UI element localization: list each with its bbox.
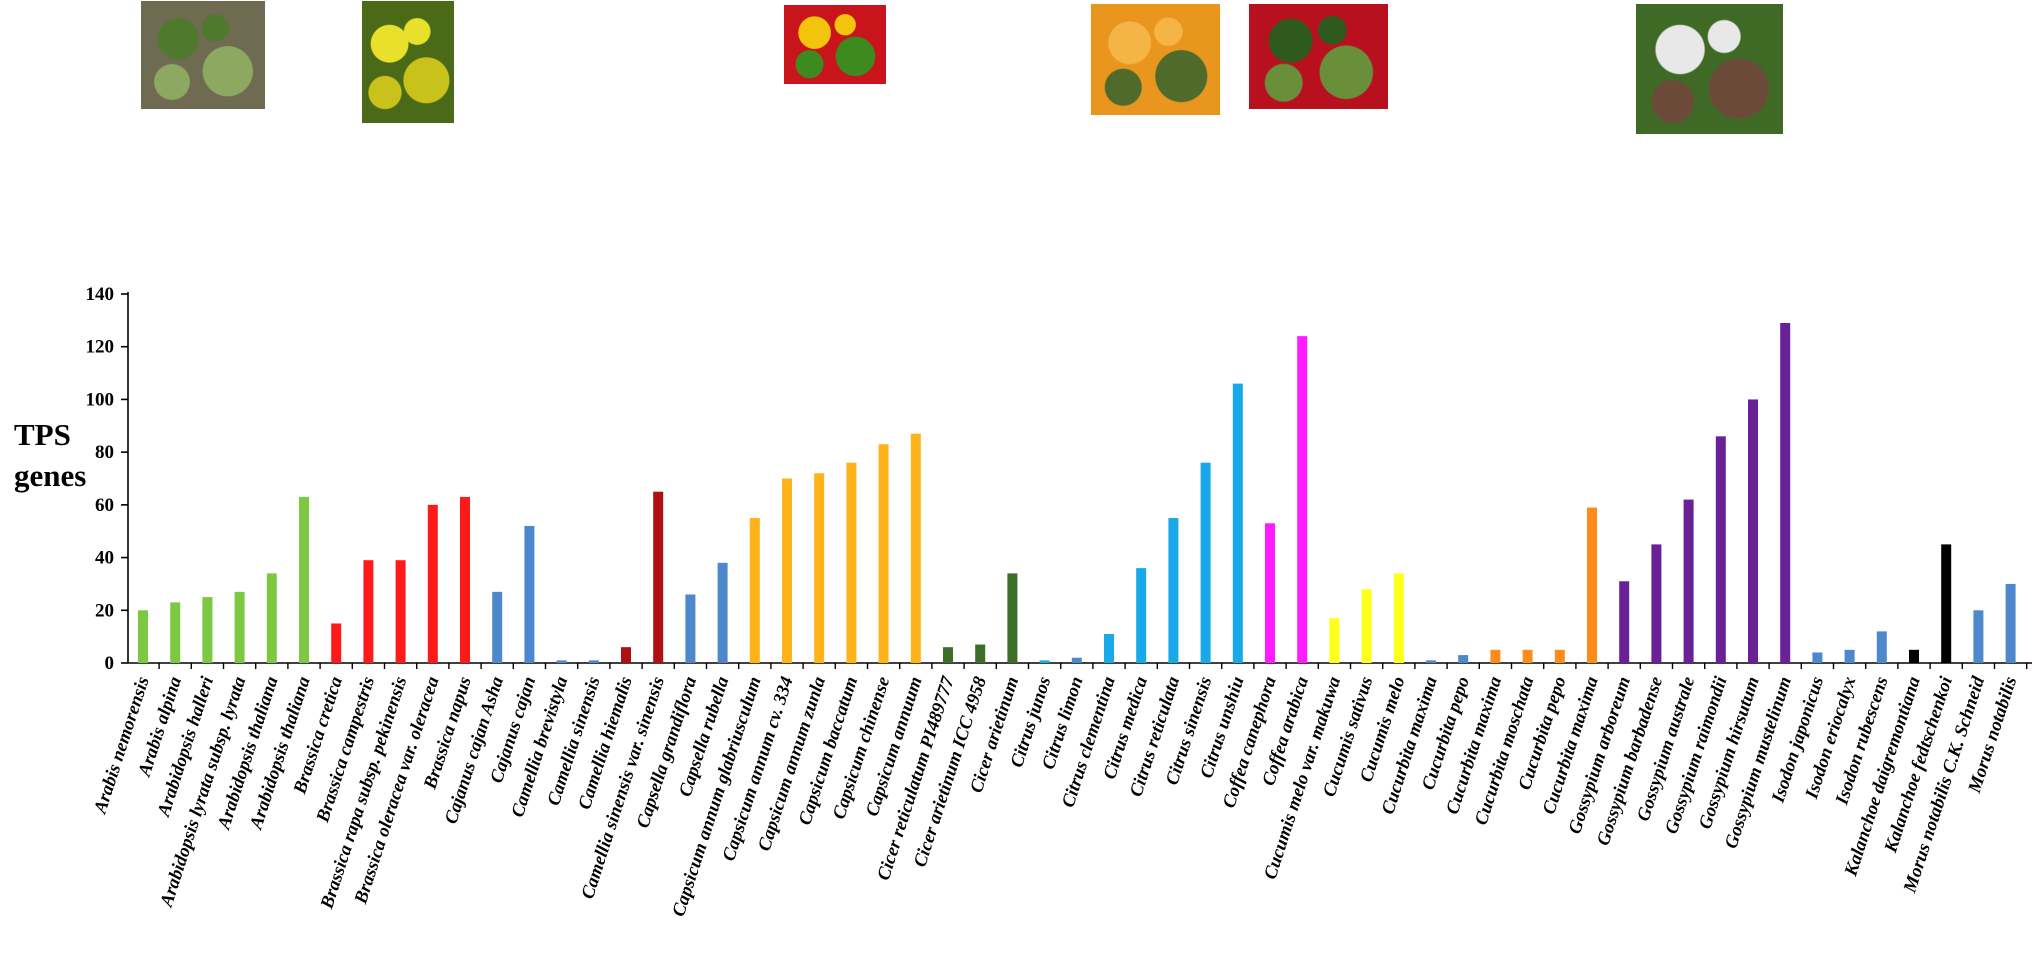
bar bbox=[1876, 631, 1887, 663]
bar bbox=[524, 525, 535, 663]
bar bbox=[1522, 649, 1533, 663]
citrus-photo bbox=[1091, 4, 1220, 115]
bar bbox=[685, 594, 696, 663]
bar bbox=[1941, 544, 1952, 663]
bar bbox=[202, 597, 213, 663]
bar bbox=[975, 644, 986, 663]
bar bbox=[266, 573, 277, 663]
bar bbox=[1136, 568, 1147, 663]
bar bbox=[1297, 336, 1308, 663]
bar bbox=[1715, 436, 1726, 663]
bar bbox=[331, 623, 342, 663]
bar bbox=[1619, 581, 1630, 663]
bar bbox=[1490, 649, 1501, 663]
bar bbox=[460, 496, 470, 663]
bar bbox=[1265, 523, 1275, 663]
bar bbox=[427, 504, 438, 663]
bar bbox=[1329, 618, 1340, 663]
y-tick-labels: 0 20 40 60 80 100 120 140 bbox=[86, 284, 115, 674]
bar bbox=[1104, 634, 1114, 663]
coffea-photo bbox=[1249, 4, 1388, 109]
bar bbox=[1587, 507, 1597, 663]
arabidopsis-photo bbox=[141, 1, 265, 109]
bar bbox=[1651, 544, 1662, 663]
y-tick-label: 0 bbox=[105, 653, 115, 674]
y-tick-label: 100 bbox=[86, 389, 115, 410]
bar bbox=[717, 562, 728, 663]
bar bbox=[234, 591, 245, 663]
bar bbox=[653, 491, 664, 663]
bar bbox=[2005, 583, 2016, 663]
bar bbox=[1007, 573, 1018, 663]
bar bbox=[556, 660, 567, 663]
bar bbox=[1232, 383, 1243, 663]
bar bbox=[1039, 660, 1050, 663]
y-axis-label-line1: TPS bbox=[14, 417, 71, 452]
bar bbox=[395, 560, 406, 663]
bar bbox=[910, 433, 921, 663]
y-tick-label: 140 bbox=[86, 284, 115, 305]
axes bbox=[121, 292, 2032, 669]
bar bbox=[1426, 660, 1436, 663]
bar bbox=[1973, 610, 1984, 663]
bar bbox=[1554, 649, 1565, 663]
bar bbox=[492, 591, 503, 663]
bar bbox=[1361, 589, 1372, 663]
bar bbox=[1168, 518, 1179, 663]
bar bbox=[1200, 462, 1211, 663]
bar bbox=[1844, 649, 1855, 663]
bar bbox=[943, 647, 953, 663]
y-tick-label: 60 bbox=[95, 495, 114, 516]
bar bbox=[814, 473, 825, 663]
bar bbox=[749, 518, 760, 663]
bar bbox=[138, 610, 148, 663]
bar bbox=[846, 462, 857, 663]
y-tick-label: 20 bbox=[95, 600, 114, 621]
bar bbox=[1812, 652, 1823, 663]
bar bbox=[1748, 399, 1758, 663]
y-tick-label: 80 bbox=[95, 442, 114, 463]
bar bbox=[1393, 573, 1404, 663]
bar bbox=[1458, 655, 1469, 663]
bar bbox=[1683, 499, 1694, 663]
capsicum-photo bbox=[784, 5, 886, 84]
y-tick-label: 40 bbox=[95, 548, 114, 569]
bar bbox=[363, 560, 374, 663]
y-tick-label: 120 bbox=[86, 337, 115, 358]
bar bbox=[170, 602, 181, 663]
y-axis-label-line2: genes bbox=[14, 458, 86, 493]
gossypium-photo bbox=[1636, 4, 1783, 134]
bar bbox=[588, 660, 599, 663]
bar bbox=[1071, 657, 1082, 663]
bar bbox=[782, 478, 792, 663]
bars bbox=[138, 322, 2016, 663]
bar bbox=[621, 647, 631, 663]
brassica-photo bbox=[362, 1, 454, 123]
bar bbox=[1909, 649, 1919, 663]
bar bbox=[1780, 322, 1791, 663]
bar bbox=[299, 496, 309, 663]
bar bbox=[878, 444, 889, 663]
